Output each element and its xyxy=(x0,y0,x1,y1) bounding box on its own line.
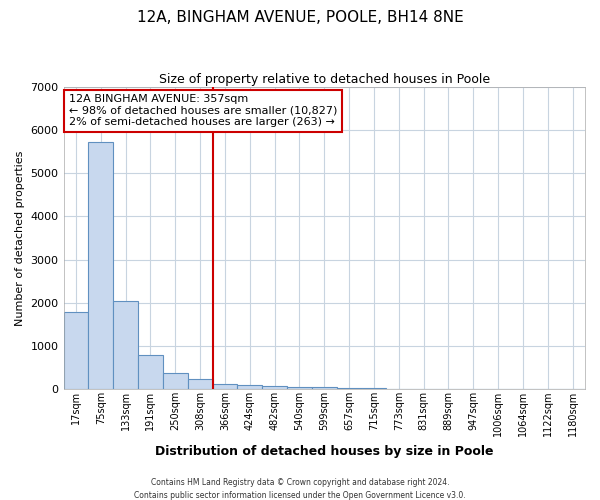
Bar xyxy=(238,385,262,390)
Bar xyxy=(212,384,238,390)
Title: Size of property relative to detached houses in Poole: Size of property relative to detached ho… xyxy=(159,72,490,86)
Bar xyxy=(337,388,362,390)
Bar xyxy=(163,374,188,390)
Bar xyxy=(64,312,88,390)
Bar xyxy=(312,388,337,390)
Bar xyxy=(262,386,287,390)
Bar xyxy=(188,379,212,390)
Bar xyxy=(88,142,113,390)
Y-axis label: Number of detached properties: Number of detached properties xyxy=(15,150,25,326)
Text: 12A, BINGHAM AVENUE, POOLE, BH14 8NE: 12A, BINGHAM AVENUE, POOLE, BH14 8NE xyxy=(137,10,463,25)
Text: Contains HM Land Registry data © Crown copyright and database right 2024.
Contai: Contains HM Land Registry data © Crown c… xyxy=(134,478,466,500)
Bar xyxy=(287,387,312,390)
X-axis label: Distribution of detached houses by size in Poole: Distribution of detached houses by size … xyxy=(155,444,494,458)
Bar xyxy=(362,388,386,390)
Bar xyxy=(138,354,163,390)
Bar xyxy=(113,300,138,390)
Text: 12A BINGHAM AVENUE: 357sqm
← 98% of detached houses are smaller (10,827)
2% of s: 12A BINGHAM AVENUE: 357sqm ← 98% of deta… xyxy=(69,94,337,128)
